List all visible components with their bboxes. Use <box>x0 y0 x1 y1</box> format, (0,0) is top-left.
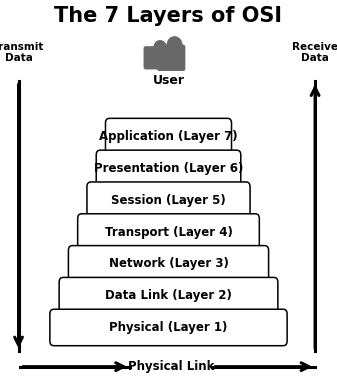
Text: Transmit
Data: Transmit Data <box>0 42 44 63</box>
Text: Session (Layer 5): Session (Layer 5) <box>111 194 226 207</box>
FancyBboxPatch shape <box>157 45 185 71</box>
Text: User: User <box>153 74 184 87</box>
Text: Transport (Layer 4): Transport (Layer 4) <box>104 225 233 239</box>
Circle shape <box>154 41 166 55</box>
FancyBboxPatch shape <box>59 277 278 314</box>
Text: Presentation (Layer 6): Presentation (Layer 6) <box>94 162 243 175</box>
Text: Data Link (Layer 2): Data Link (Layer 2) <box>105 289 232 302</box>
Text: The 7 Layers of OSI: The 7 Layers of OSI <box>55 6 282 26</box>
Text: Application (Layer 7): Application (Layer 7) <box>99 130 238 143</box>
FancyBboxPatch shape <box>78 214 259 250</box>
FancyBboxPatch shape <box>68 246 269 282</box>
Circle shape <box>167 37 182 54</box>
FancyBboxPatch shape <box>105 118 232 155</box>
FancyBboxPatch shape <box>87 182 250 218</box>
FancyBboxPatch shape <box>144 46 167 69</box>
Text: Physical Link: Physical Link <box>128 360 214 373</box>
FancyBboxPatch shape <box>50 309 287 346</box>
Text: Network (Layer 3): Network (Layer 3) <box>109 257 228 270</box>
Text: Receive
Data: Receive Data <box>292 42 337 63</box>
FancyBboxPatch shape <box>96 150 241 187</box>
Text: Physical (Layer 1): Physical (Layer 1) <box>109 321 228 334</box>
